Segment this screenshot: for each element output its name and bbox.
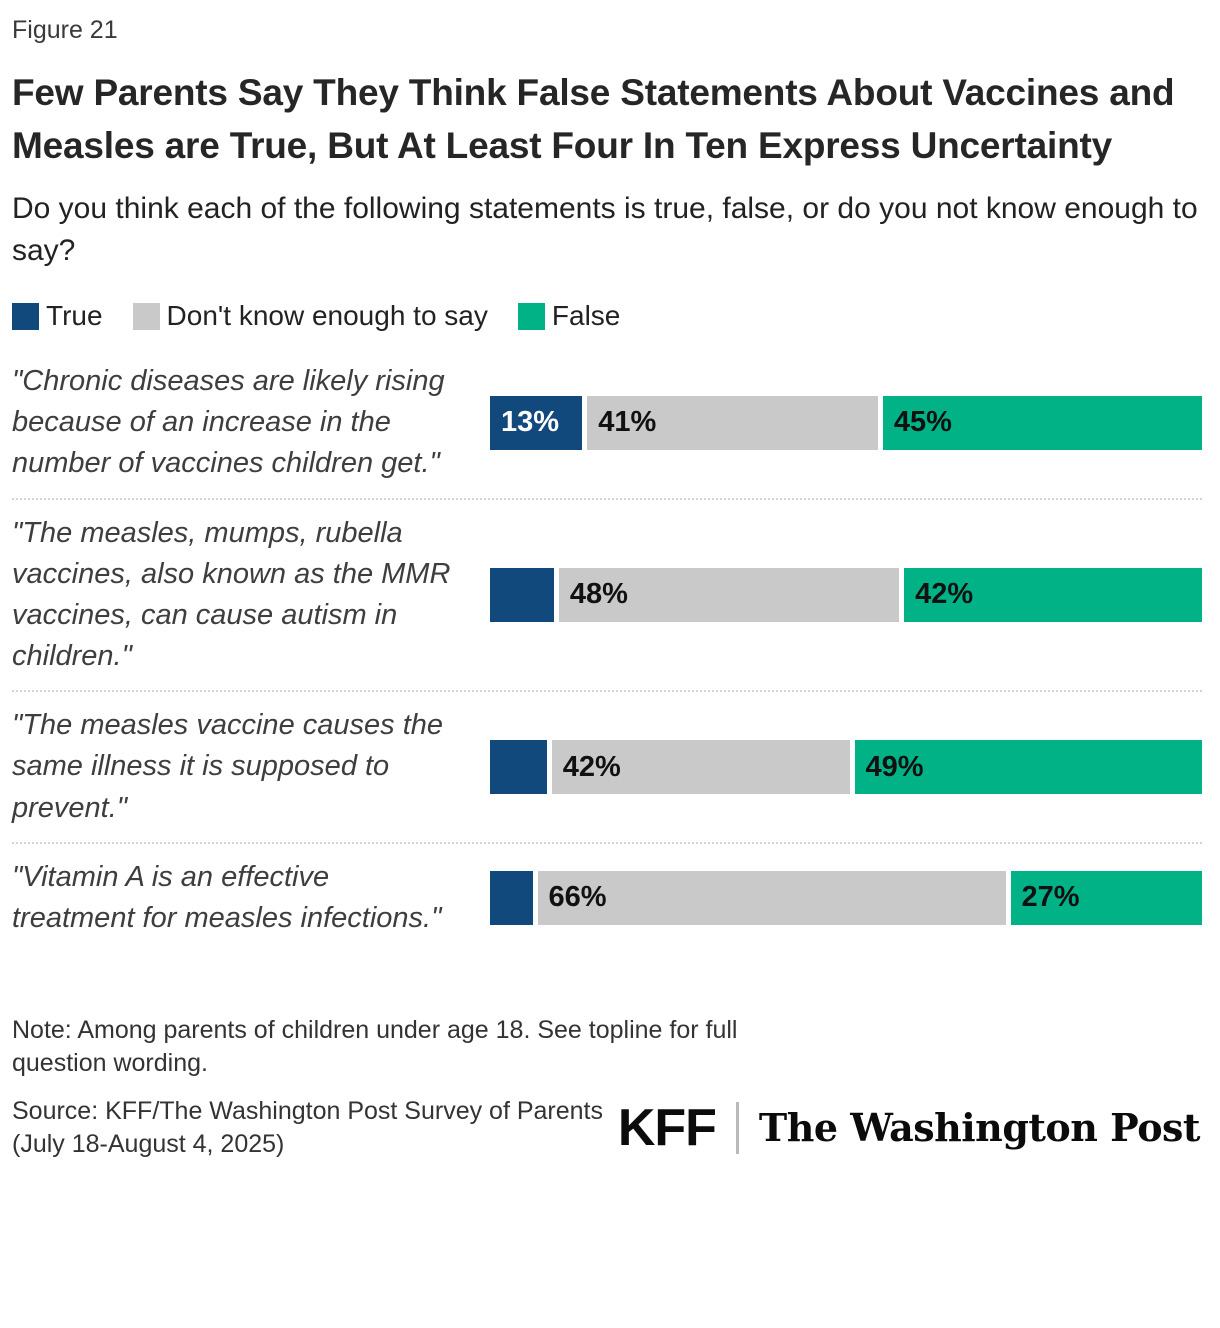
- bar-segment-dont-know: 48%: [558, 567, 900, 622]
- legend-swatch-false: [517, 302, 545, 330]
- source-text: Source: KFF/The Washington Post Survey o…: [12, 1096, 604, 1158]
- bar-segment-false: 42%: [904, 567, 1202, 622]
- bar-segment-true: [490, 870, 533, 925]
- bar-segment-false: 49%: [854, 740, 1202, 795]
- chart-title: Few Parents Say They Think False Stateme…: [12, 72, 1175, 166]
- bar-segment-false: 45%: [882, 395, 1203, 450]
- statement-label: "The measles, mumps, rubella vaccines, a…: [12, 516, 451, 673]
- chart-row-mmr-autism: "The measles, mumps, rubella vaccines, a…: [12, 500, 1202, 693]
- statement-label: "Vitamin A is an effective treatment for…: [12, 860, 442, 934]
- stacked-bar: 42% 49%: [490, 740, 1202, 795]
- stacked-bar: 13% 41% 45%: [490, 395, 1203, 450]
- chart-footer: Source: KFF/The Washington Post Survey o…: [12, 1095, 1202, 1162]
- stacked-bar: 48% 42%: [490, 567, 1202, 622]
- bar-value-label: 27%: [1021, 881, 1080, 914]
- stacked-bar-chart: "Chronic diseases are likely rising beca…: [12, 348, 1203, 952]
- washington-post-logo: The Washington Post: [758, 1105, 1201, 1151]
- legend-swatch-dont-know: [132, 302, 160, 330]
- statement-label: "The measles vaccine causes the same ill…: [12, 709, 444, 824]
- kff-logo: KFF: [617, 1098, 717, 1157]
- legend-item-dont-know: Don't know enough to say: [132, 300, 488, 332]
- legend-label-false: False: [551, 300, 621, 332]
- bar-segment-dont-know: 41%: [587, 395, 878, 450]
- stacked-bar: 66% 27%: [490, 870, 1202, 925]
- statement-label: "Chronic diseases are likely rising beca…: [12, 365, 445, 480]
- bar-value-label: 42%: [562, 750, 621, 783]
- bar-segment-dont-know: 66%: [537, 870, 1006, 925]
- chart-row-vaccine-causes-illness: "The measles vaccine causes the same ill…: [12, 692, 1202, 844]
- legend-item-false: False: [517, 300, 621, 332]
- bar-value-label: 13%: [501, 406, 560, 439]
- legend-swatch-true: [12, 302, 39, 330]
- bar-value-label: 48%: [569, 578, 628, 611]
- chart-row-vitamin-a: "Vitamin A is an effective treatment for…: [12, 844, 1202, 952]
- logo-divider: [735, 1101, 739, 1154]
- chart-note: Note: Among parents of children under ag…: [12, 1016, 738, 1078]
- figure-label: Figure 21: [12, 16, 118, 44]
- bar-segment-false: 27%: [1010, 870, 1202, 925]
- legend-item-true: True: [12, 300, 103, 332]
- legend-label-true: True: [46, 300, 103, 332]
- bar-segment-true: 13%: [490, 395, 583, 450]
- bar-value-label: 66%: [548, 881, 607, 914]
- chart-row-chronic-diseases: "Chronic diseases are likely rising beca…: [12, 348, 1203, 500]
- bar-value-label: 49%: [865, 750, 924, 783]
- bar-value-label: 45%: [893, 406, 952, 439]
- chart-subtitle: Do you think each of the following state…: [12, 192, 1198, 268]
- bar-segment-true: [490, 567, 554, 622]
- bar-segment-dont-know: 42%: [551, 740, 850, 795]
- logo-lockup: KFF The Washington Post: [618, 1098, 1202, 1158]
- bar-value-label: 41%: [598, 406, 657, 439]
- legend-label-dont-know: Don't know enough to say: [166, 300, 488, 332]
- bar-value-label: 42%: [915, 578, 974, 611]
- legend: True Don't know enough to say False: [12, 300, 1202, 332]
- bar-segment-true: [490, 740, 547, 795]
